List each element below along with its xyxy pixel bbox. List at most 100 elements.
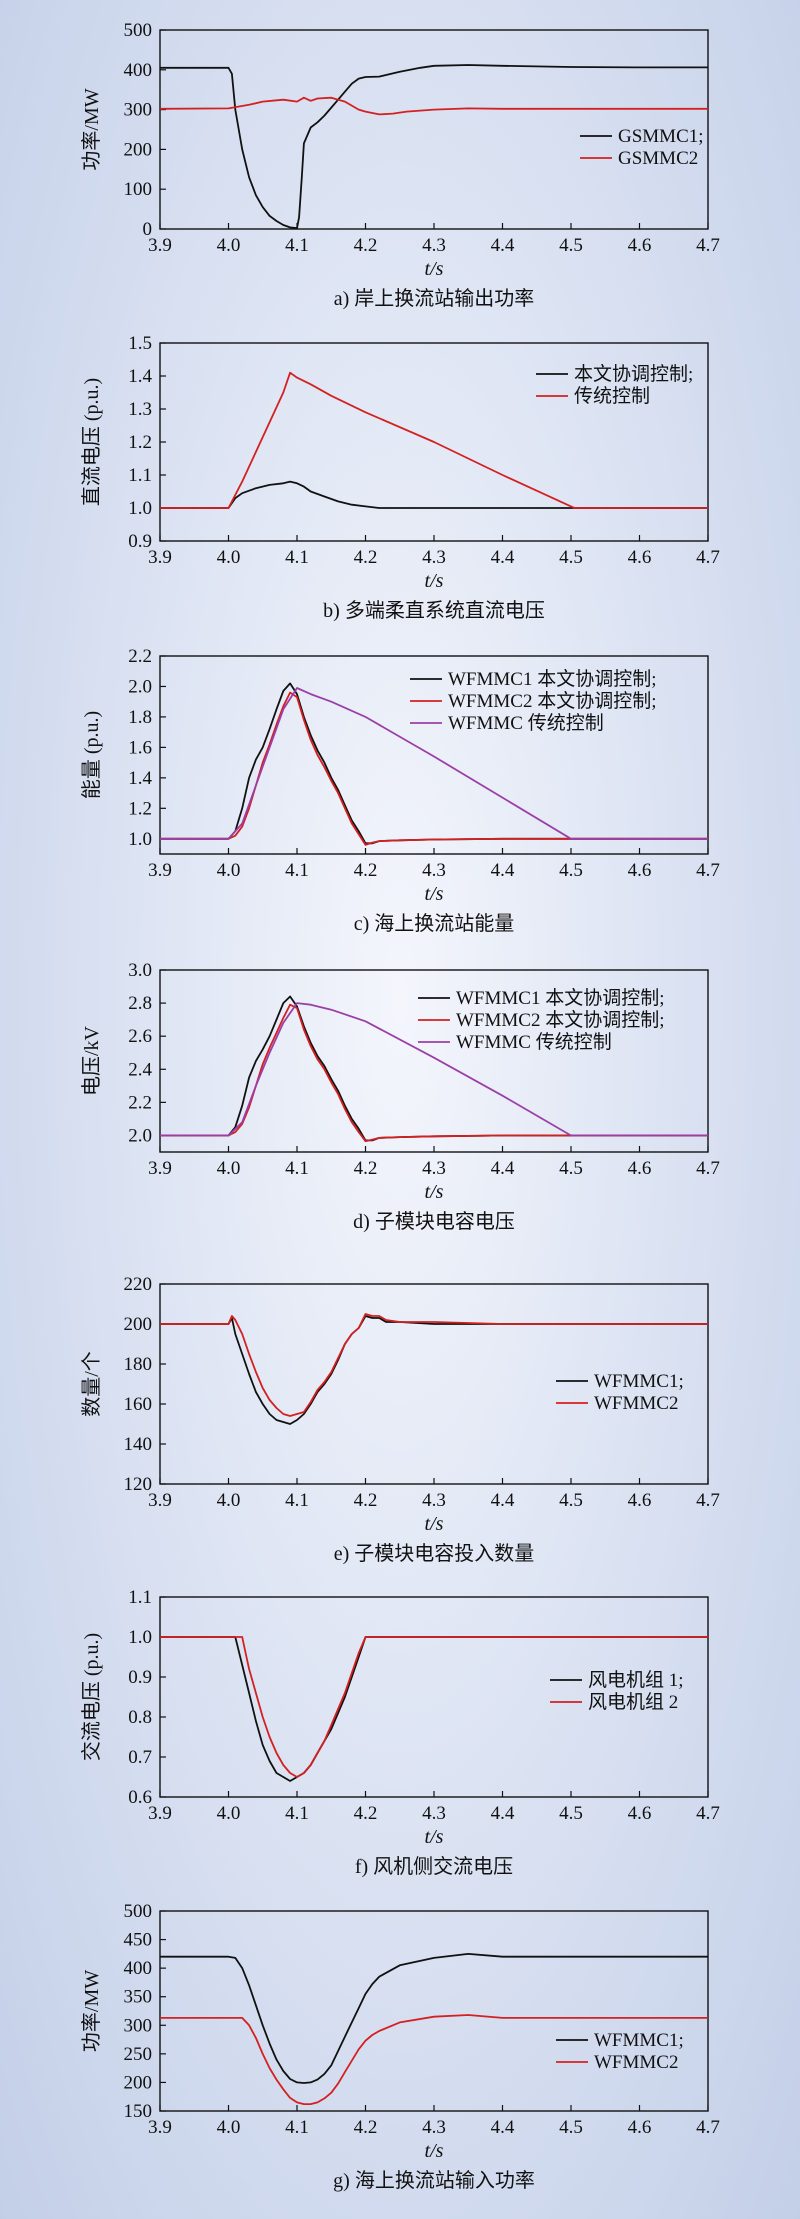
y-tick-label: 0 — [143, 219, 153, 240]
y-tick-label: 1.2 — [128, 798, 152, 819]
y-tick-label: 2.2 — [128, 1092, 152, 1113]
legend-label: 风电机组 1; — [588, 1669, 684, 1691]
x-tick-label: 4.2 — [354, 235, 378, 256]
y-tick-label: 200 — [124, 1314, 153, 1335]
x-tick-label: 4.5 — [559, 860, 583, 881]
x-axis-label: t/s — [425, 2140, 444, 2162]
x-tick-label: 4.2 — [354, 1158, 378, 1179]
y-tick-label: 1.1 — [128, 465, 152, 486]
x-tick-label: 4.5 — [559, 1490, 583, 1511]
y-axis-label: 直流电压 (p.u.) — [80, 378, 103, 506]
x-tick-label: 4.4 — [491, 1803, 515, 1824]
legend-label: WFMMC1 本文协调控制; — [456, 987, 665, 1009]
series-line-2 — [160, 96, 708, 116]
x-tick-label: 4.6 — [628, 547, 652, 568]
y-tick-label: 120 — [124, 1474, 153, 1495]
chart-b: 3.9 4.0 4.1 4.2 4.3 4.4 4.5 4.6 4.7 0.9 1.0 1.1 1.2 1… — [80, 333, 720, 622]
x-axis-label: t/s — [425, 258, 444, 280]
y-tick-label: 200 — [124, 2072, 153, 2093]
y-tick-label: 1.5 — [128, 333, 152, 354]
legend-label: 本文协调控制; — [574, 363, 693, 385]
legend-label: WFMMC2 — [594, 2052, 678, 2073]
chart-caption: f) 风机侧交流电压 — [355, 1855, 513, 1878]
chart-a: 3.9 4.0 4.1 4.2 4.3 4.4 4.5 4.6 4.7 0 100 200 300 400… — [80, 20, 720, 310]
x-tick-label: 4.0 — [217, 860, 241, 881]
y-tick-label: 450 — [124, 1930, 153, 1951]
chart-caption: a) 岸上换流站输出功率 — [334, 287, 535, 310]
x-tick-label: 4.6 — [628, 860, 652, 881]
y-tick-label: 0.9 — [128, 531, 152, 552]
plot-frame — [159, 1910, 709, 2112]
y-tick-label: 0.9 — [128, 1667, 152, 1688]
x-tick-label: 3.9 — [148, 235, 172, 256]
x-tick-label: 4.6 — [628, 1803, 652, 1824]
x-tick-label: 4.6 — [628, 1490, 652, 1511]
y-tick-label: 0.6 — [128, 1787, 152, 1808]
y-axis-label: 功率/MW — [80, 1970, 103, 2052]
x-tick-label: 4.6 — [628, 235, 652, 256]
x-tick-label: 4.5 — [559, 2117, 583, 2138]
legend-label: GSMMC1; — [618, 126, 704, 147]
series-line-3 — [160, 687, 708, 840]
x-tick-label: 3.9 — [148, 2117, 172, 2138]
x-tick-label: 4.1 — [285, 547, 309, 568]
y-tick-label: 2.4 — [128, 1059, 152, 1080]
y-tick-label: 220 — [124, 1274, 153, 1295]
x-tick-label: 4.7 — [696, 235, 720, 256]
y-tick-label: 1.0 — [128, 1627, 152, 1648]
y-tick-label: 350 — [124, 1987, 153, 2008]
x-tick-label: 3.9 — [148, 1490, 172, 1511]
x-tick-label: 4.5 — [559, 1803, 583, 1824]
y-tick-label: 1.2 — [128, 432, 152, 453]
legend-label: WFMMC2 本文协调控制; — [448, 690, 657, 712]
x-tick-label: 3.9 — [148, 1803, 172, 1824]
legend-label: WFMMC1; — [594, 2030, 684, 2051]
legend-label: WFMMC 传统控制 — [448, 712, 604, 734]
y-tick-label: 3.0 — [128, 960, 152, 981]
chart-caption: d) 子模块电容电压 — [353, 1210, 515, 1233]
x-tick-label: 4.6 — [628, 1158, 652, 1179]
y-tick-label: 2.8 — [128, 993, 152, 1014]
x-tick-label: 4.4 — [491, 235, 515, 256]
series-line-1 — [160, 1953, 708, 2084]
x-tick-label: 3.9 — [148, 860, 172, 881]
chart-caption: e) 子模块电容投入数量 — [334, 1542, 535, 1565]
y-tick-label: 0.8 — [128, 1707, 152, 1728]
x-tick-label: 4.3 — [422, 2117, 446, 2138]
x-axis-label: t/s — [425, 1513, 444, 1535]
x-tick-label: 4.3 — [422, 1490, 446, 1511]
y-tick-label: 1.3 — [128, 399, 152, 420]
series-line-3 — [160, 1002, 708, 1137]
x-tick-label: 4.1 — [285, 1803, 309, 1824]
y-tick-label: 500 — [124, 1901, 153, 1922]
y-tick-label: 250 — [124, 2044, 153, 2065]
x-axis-label: t/s — [425, 883, 444, 905]
x-tick-label: 4.4 — [491, 2117, 515, 2138]
y-tick-label: 1.6 — [128, 737, 152, 758]
y-tick-label: 300 — [124, 100, 153, 121]
legend-label: WFMMC2 — [594, 1393, 678, 1414]
y-tick-label: 1.0 — [128, 829, 152, 850]
y-tick-label: 1.4 — [128, 366, 152, 387]
y-tick-label: 1.1 — [128, 1587, 152, 1608]
x-axis-label: t/s — [425, 570, 444, 592]
x-tick-label: 4.6 — [628, 2117, 652, 2138]
chart-caption: c) 海上换流站能量 — [354, 912, 515, 935]
y-axis-label: 功率/MW — [80, 88, 103, 170]
x-tick-label: 4.2 — [354, 1803, 378, 1824]
x-tick-label: 4.3 — [422, 1158, 446, 1179]
x-tick-label: 4.5 — [559, 547, 583, 568]
series-line-2 — [160, 2014, 708, 2106]
chart-c: 3.9 4.0 4.1 4.2 4.3 4.4 4.5 4.6 4.7 1.0 1.2 1.4 1.6 1… — [80, 646, 720, 935]
series-line-2 — [160, 1313, 708, 1417]
x-tick-label: 4.1 — [285, 235, 309, 256]
y-axis-label: 数量/个 — [80, 1351, 103, 1417]
x-tick-label: 3.9 — [148, 547, 172, 568]
legend-label: 风电机组 2 — [588, 1691, 678, 1713]
y-tick-label: 2.6 — [128, 1026, 152, 1047]
x-tick-label: 4.2 — [354, 547, 378, 568]
x-tick-label: 4.7 — [696, 1490, 720, 1511]
x-tick-label: 4.7 — [696, 1803, 720, 1824]
y-axis-label: 电压/kV — [80, 1025, 103, 1096]
